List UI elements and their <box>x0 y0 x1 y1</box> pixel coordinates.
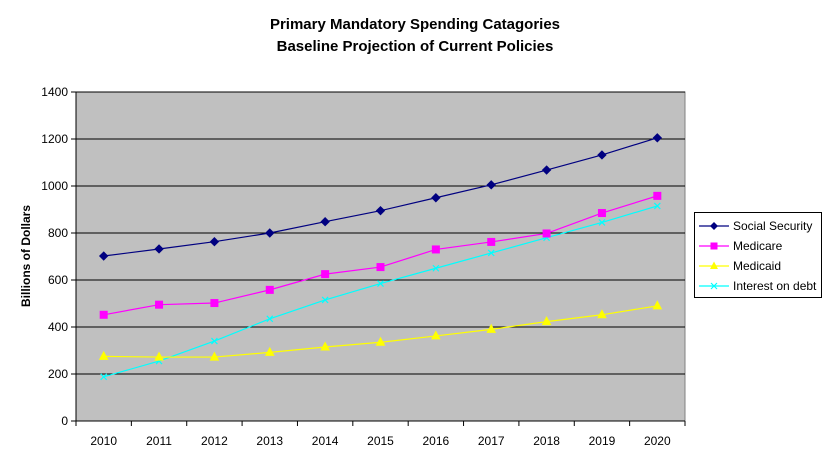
x-tick-label: 2018 <box>533 434 560 448</box>
y-tick-label: 200 <box>48 367 68 381</box>
legend-item-medicaid: Medicaid <box>695 256 821 276</box>
legend-item-interest-on-debt: Interest on debt <box>695 276 821 296</box>
point-medicaid <box>486 323 497 333</box>
legend-label: Social Security <box>733 219 813 233</box>
x-tick-label: 2015 <box>367 434 394 448</box>
chart-subtitle: Baseline Projection of Current Policies <box>276 38 554 55</box>
point-interest-on-debt <box>598 219 606 226</box>
x-tick-label: 2020 <box>644 434 671 448</box>
x-tick-label: 2017 <box>478 434 505 448</box>
legend-swatch <box>699 242 729 250</box>
y-tick-label: 1400 <box>41 85 68 99</box>
point-medicaid <box>375 336 386 346</box>
y-tick-label: 0 <box>61 414 68 428</box>
point-medicare <box>321 270 330 279</box>
point-social-security <box>431 193 441 203</box>
point-social-security <box>265 228 275 238</box>
x-tick-label: 2012 <box>201 434 228 448</box>
point-medicare <box>376 263 385 272</box>
point-medicare <box>597 209 606 218</box>
point-interest-on-debt <box>432 264 440 272</box>
legend-label: Medicare <box>733 239 783 253</box>
point-medicaid <box>98 350 109 360</box>
legend-label: Medicaid <box>733 259 782 273</box>
point-interest-on-debt <box>487 249 495 257</box>
legend-item-medicare: Medicare <box>695 236 821 256</box>
point-social-security <box>209 236 220 247</box>
x-tick-label: 2013 <box>256 434 283 448</box>
point-interest-on-debt <box>100 373 108 381</box>
point-medicare <box>155 300 164 309</box>
legend-label: Interest on debt <box>733 279 817 293</box>
point-medicaid <box>320 341 330 351</box>
point-medicaid <box>154 351 164 361</box>
x-tick-label: 2010 <box>90 434 117 448</box>
legend-swatch <box>699 261 729 269</box>
x-tick-label: 2014 <box>312 434 339 448</box>
point-social-security <box>154 244 164 254</box>
point-medicare <box>431 245 440 254</box>
point-medicaid <box>652 300 663 310</box>
point-medicare <box>210 299 219 308</box>
point-social-security <box>652 133 663 143</box>
y-tick-label: 400 <box>48 320 68 334</box>
plot-area <box>75 91 686 422</box>
chart-title: Primary Mandatory Spending Catagories <box>269 16 561 33</box>
point-medicare <box>653 191 662 200</box>
x-tick-label: 2016 <box>423 434 450 448</box>
legend-item-social-security: Social Security <box>695 216 821 236</box>
point-medicare <box>542 229 551 238</box>
point-interest-on-debt <box>266 315 274 323</box>
point-social-security <box>98 251 109 261</box>
chart-legend: Social Security Medicare Medicaid Interest … <box>694 212 822 298</box>
point-medicare <box>99 310 108 319</box>
x-tick-label: 2011 <box>146 434 172 448</box>
point-medicaid <box>264 346 275 356</box>
x-tick-label: 2019 <box>589 434 616 448</box>
point-medicaid <box>431 330 441 340</box>
point-medicaid <box>541 316 552 326</box>
point-interest-on-debt <box>377 280 384 287</box>
point-social-security <box>375 205 386 216</box>
point-interest-on-debt <box>210 337 218 345</box>
point-social-security <box>486 180 496 190</box>
y-tick-label: 800 <box>48 226 68 240</box>
point-social-security <box>320 217 330 227</box>
legend-swatch <box>699 282 729 290</box>
y-tick-label: 1000 <box>41 179 68 193</box>
point-medicaid <box>209 351 220 361</box>
legend-swatch <box>699 222 729 230</box>
point-interest-on-debt <box>321 296 329 304</box>
y-tick-label: 600 <box>48 273 68 287</box>
point-medicare <box>265 285 274 294</box>
point-medicaid <box>597 309 607 319</box>
y-tick-label: 1200 <box>41 132 68 146</box>
point-medicare <box>487 237 496 246</box>
point-interest-on-debt <box>653 202 661 210</box>
point-social-security <box>597 150 607 160</box>
point-social-security <box>541 165 552 175</box>
